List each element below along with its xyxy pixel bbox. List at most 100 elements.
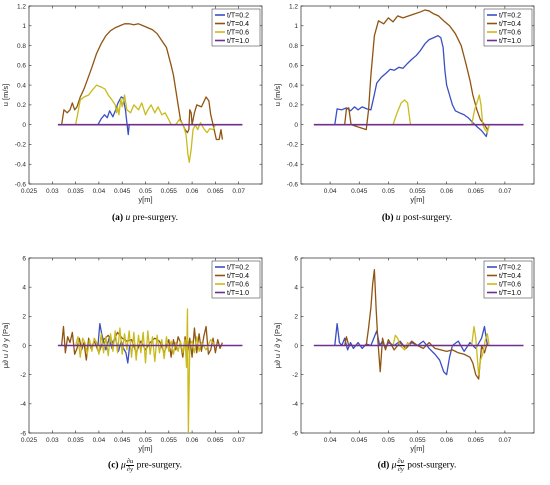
y-tick-label: -2 [292, 372, 298, 379]
x-tick-label: 0.045 [351, 188, 368, 195]
legend-label-t06: t/T=0.6 [227, 29, 249, 36]
legend-label-t04: t/T=0.4 [499, 21, 521, 28]
y-tick-label: -0.2 [287, 142, 299, 149]
y-axis-label: u [m/s] [1, 84, 10, 107]
y-axis-label: μ∂ u / ∂ y [Pa] [273, 323, 282, 369]
y-tick-label: 0 [294, 122, 298, 129]
caption-d-symbol: μ [391, 460, 397, 471]
caption-c-frac-num: ∂u [125, 458, 135, 466]
y-tick-label: -4 [292, 401, 298, 408]
y-tick-label: -0.6 [15, 181, 27, 188]
x-tick-label: 0.065 [468, 437, 485, 444]
y-tick-label: 0.2 [17, 102, 26, 109]
y-tick-label: 0.8 [289, 43, 298, 50]
caption-c-symbol: μ [120, 460, 126, 471]
series-line-t06 [74, 308, 216, 433]
y-tick-label: -2 [20, 372, 26, 379]
x-tick-label: 0.05 [382, 188, 395, 195]
x-axis-label: y[m] [410, 444, 424, 453]
caption-c-fraction: ∂u ∂y [125, 458, 135, 473]
y-tick-label: 0.8 [17, 43, 26, 50]
x-tick-label: 0.06 [440, 188, 453, 195]
chart-d: 0.04 0.045 0.05 0.055 0.06 0.065 0.07 -6 -4 -2 0 2 4… [273, 255, 535, 453]
legend-label-t04: t/T=0.4 [499, 273, 521, 280]
y-tick-label: 1.2 [17, 3, 26, 10]
y-tick-label: 4 [294, 284, 298, 291]
chart-b: 0.04 0.045 0.05 0.055 0.06 0.065 0.07 -0.6 -0.4 -… [273, 3, 535, 204]
x-tick-label: 0.06 [186, 437, 199, 444]
x-axis-label: y[m] [138, 444, 152, 453]
caption-a-symbol: u [125, 213, 131, 223]
caption-c-frac-den: ∂y [126, 466, 134, 473]
x-tick-label: 0.065 [468, 188, 485, 195]
legend-label-t06: t/T=0.6 [227, 281, 249, 288]
legend: t/T=0.2 t/T=0.4t/T=0.6 t/T=1.0 [483, 8, 533, 47]
series-line-t02 [334, 35, 490, 138]
series-line-t06 [392, 94, 490, 134]
y-tick-label: 1 [22, 23, 26, 30]
caption-b-text: post-surgery. [403, 213, 453, 223]
x-tick-label: 0.04 [93, 188, 106, 195]
legend: t/T=0.2 t/T=0.4t/T=0.6 t/T=1.0 [211, 260, 261, 299]
legend-label-t10: t/T=1.0 [227, 38, 249, 45]
x-axis-label: y[m] [410, 195, 424, 204]
x-tick-label: 0.035 [67, 437, 84, 444]
caption-b: (b) u post-surgery. [382, 213, 452, 223]
x-tick-label: 0.06 [440, 437, 453, 444]
x-tick-label: 0.035 [67, 188, 84, 195]
legend-label-t06: t/T=0.6 [499, 29, 521, 36]
caption-d-fraction: ∂u ∂y [396, 458, 405, 473]
x-tick-label: 0.07 [232, 437, 245, 444]
series-line-t04 [60, 23, 224, 141]
x-tick-label: 0.065 [207, 437, 224, 444]
legend-label-t10: t/T=1.0 [227, 290, 249, 297]
legend-label-t04: t/T=0.4 [227, 21, 249, 28]
x-tick-label: 0.03 [46, 188, 59, 195]
y-tick-label: 0.4 [17, 82, 26, 89]
x-tick-label: 0.025 [21, 188, 38, 195]
caption-a-label: (a) [112, 213, 124, 223]
legend-label-t10: t/T=1.0 [499, 38, 521, 45]
y-axis-label: μ∂ u / ∂ y [Pa] [1, 323, 10, 369]
legend: t/T=0.2 t/T=0.4t/T=0.6 t/T=1.0 [483, 260, 533, 299]
legend-label-t02: t/T=0.2 [499, 264, 521, 271]
caption-b-label: (b) [381, 213, 394, 223]
x-tick-label: 0.045 [351, 437, 368, 444]
caption-d-text: post-surgery. [407, 460, 457, 471]
legend-label-t10: t/T=1.0 [499, 290, 521, 297]
y-tick-label: 2 [22, 314, 26, 321]
series-line-t02 [334, 322, 489, 376]
y-tick-label: 1 [294, 23, 298, 30]
x-tick-label: 0.045 [114, 437, 131, 444]
x-tick-label: 0.05 [382, 437, 395, 444]
x-tick-label: 0.05 [139, 437, 152, 444]
x-tick-label: 0.04 [93, 437, 106, 444]
legend: t/T=0.2 t/T=0.4t/T=0.6 t/T=1.0 [211, 8, 261, 47]
x-tick-label: 0.055 [161, 437, 178, 444]
x-axis-label: y[m] [138, 195, 152, 204]
x-tick-label: 0.07 [499, 437, 512, 444]
caption-d-frac-num: ∂u [396, 458, 405, 466]
y-tick-label: -0.4 [15, 162, 27, 169]
caption-a: (a) u pre-surgery. [112, 213, 178, 223]
caption-d: (d) μ ∂u ∂y post-surgery. [378, 458, 457, 473]
y-tick-label: 0.6 [17, 63, 26, 70]
x-tick-label: 0.06 [186, 188, 199, 195]
caption-c-label: (c) [108, 460, 119, 471]
series-line-t02 [97, 96, 130, 136]
x-tick-label: 0.07 [499, 188, 512, 195]
x-tick-label: 0.05 [139, 188, 152, 195]
caption-c: (c) μ ∂u ∂y pre-surgery. [108, 458, 182, 473]
y-tick-label: -0.4 [287, 162, 299, 169]
y-tick-label: 2 [294, 314, 298, 321]
caption-a-text: pre-surgery. [132, 213, 178, 223]
x-tick-label: 0.04 [324, 188, 337, 195]
legend-label-t04: t/T=0.4 [227, 273, 249, 280]
caption-b-symbol: u [395, 213, 401, 223]
y-tick-label: -0.2 [15, 142, 27, 149]
series-line-t06 [392, 325, 490, 376]
y-tick-label: 4 [22, 284, 26, 291]
y-tick-label: 0 [22, 343, 26, 350]
legend-label-t02: t/T=0.2 [227, 12, 249, 19]
